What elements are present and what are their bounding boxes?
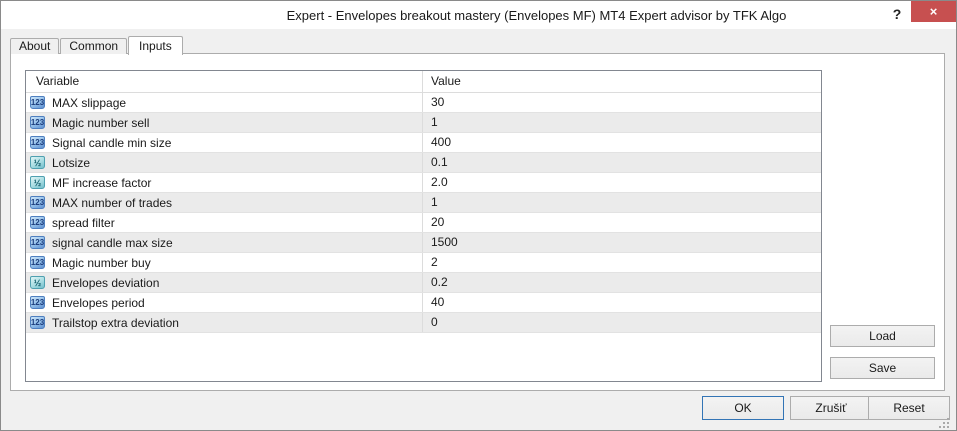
variable-name: Lotsize <box>52 155 91 170</box>
table-row[interactable]: 123 MAX number of trades 1 <box>26 193 821 213</box>
variable-name: Magic number buy <box>52 255 151 270</box>
variable-cell: 123 Magic number buy <box>26 253 423 272</box>
numeric-123-icon: 123 <box>30 116 45 129</box>
table-row[interactable]: 123 signal candle max size 1500 <box>26 233 821 253</box>
numeric-123-icon: 123 <box>30 296 45 309</box>
variable-value[interactable]: 40 <box>431 295 445 309</box>
variable-name: Envelopes period <box>52 295 145 310</box>
resize-grip-icon[interactable] <box>939 418 951 430</box>
variable-name: MAX slippage <box>52 95 127 110</box>
variable-cell: 123 spread filter <box>26 213 423 232</box>
table-row[interactable]: 123 Signal candle min size 400 <box>26 133 821 153</box>
variable-name: MAX number of trades <box>52 195 173 210</box>
variable-cell: 123 Trailstop extra deviation <box>26 313 423 332</box>
numeric-123-icon: 123 <box>30 196 45 209</box>
table-row[interactable]: 123 Envelopes period 40 <box>26 293 821 313</box>
table-row[interactable]: ½ MF increase factor 2.0 <box>26 173 821 193</box>
variable-value[interactable]: 2 <box>431 255 438 269</box>
window-title: Expert - Envelopes breakout mastery (Env… <box>286 8 787 23</box>
table-header-row: Variable Value <box>26 71 821 93</box>
variable-cell: ½ MF increase factor <box>26 173 423 192</box>
tab-about[interactable]: About <box>10 38 60 54</box>
ok-button[interactable]: OK <box>702 396 784 420</box>
inputs-table-body: 123 MAX slippage 30 123 Magic number sell 1 12… <box>26 93 821 333</box>
variable-value[interactable]: 1 <box>431 115 438 129</box>
table-row[interactable]: 123 Magic number buy 2 <box>26 253 821 273</box>
variable-value[interactable]: 0.1 <box>431 155 448 169</box>
variable-cell: 123 MAX number of trades <box>26 193 423 212</box>
variable-name: signal candle max size <box>52 235 173 250</box>
column-header-variable: Variable <box>26 71 423 92</box>
variable-value[interactable]: 20 <box>431 215 445 229</box>
table-row[interactable]: ½ Envelopes deviation 0.2 <box>26 273 821 293</box>
tab-inputs[interactable]: Inputs <box>128 36 183 55</box>
fraction-half-icon: ½ <box>30 156 45 169</box>
variable-value[interactable]: 400 <box>431 135 452 149</box>
numeric-123-icon: 123 <box>30 256 45 269</box>
variable-name: Envelopes deviation <box>52 275 160 290</box>
variable-cell: 123 Envelopes period <box>26 293 423 312</box>
column-header-value: Value <box>431 74 461 88</box>
variable-name: spread filter <box>52 215 115 230</box>
numeric-123-icon: 123 <box>30 96 45 109</box>
variable-cell: 123 MAX slippage <box>26 93 423 112</box>
variable-name: MF increase factor <box>52 175 152 190</box>
table-row[interactable]: 123 spread filter 20 <box>26 213 821 233</box>
variable-cell: ½ Envelopes deviation <box>26 273 423 292</box>
variable-cell: 123 Magic number sell <box>26 113 423 132</box>
table-row[interactable]: 123 MAX slippage 30 <box>26 93 821 113</box>
numeric-123-icon: 123 <box>30 316 45 329</box>
variable-value[interactable]: 30 <box>431 95 445 109</box>
variable-value[interactable]: 0.2 <box>431 275 448 289</box>
variable-cell: 123 signal candle max size <box>26 233 423 252</box>
variable-value[interactable]: 2.0 <box>431 175 448 189</box>
inputs-table: Variable Value 123 MAX slippage 30 123 Magic… <box>25 70 822 382</box>
numeric-123-icon: 123 <box>30 136 45 149</box>
variable-cell: 123 Signal candle min size <box>26 133 423 152</box>
cancel-button[interactable]: Zrušiť <box>790 396 872 420</box>
table-row[interactable]: 123 Magic number sell 1 <box>26 113 821 133</box>
load-button[interactable]: Load <box>830 325 935 347</box>
numeric-123-icon: 123 <box>30 236 45 249</box>
variable-cell: ½ Lotsize <box>26 153 423 172</box>
variable-name: Signal candle min size <box>52 135 172 150</box>
variable-value[interactable]: 0 <box>431 315 438 329</box>
variable-value[interactable]: 1500 <box>431 235 458 249</box>
help-button[interactable]: ? <box>892 6 902 22</box>
variable-name: Trailstop extra deviation <box>52 315 179 330</box>
reset-button[interactable]: Reset <box>868 396 950 420</box>
variable-name: Magic number sell <box>52 115 150 130</box>
title-bar: Expert - Envelopes breakout mastery (Env… <box>1 1 956 29</box>
table-row[interactable]: 123 Trailstop extra deviation 0 <box>26 313 821 333</box>
fraction-half-icon: ½ <box>30 176 45 189</box>
save-button[interactable]: Save <box>830 357 935 379</box>
numeric-123-icon: 123 <box>30 216 45 229</box>
table-row[interactable]: ½ Lotsize 0.1 <box>26 153 821 173</box>
close-button[interactable]: × <box>911 1 956 22</box>
close-icon: × <box>929 4 938 19</box>
tab-strip: About Common Inputs <box>10 35 184 55</box>
tab-common[interactable]: Common <box>60 38 128 54</box>
variable-value[interactable]: 1 <box>431 195 438 209</box>
fraction-half-icon: ½ <box>30 276 45 289</box>
